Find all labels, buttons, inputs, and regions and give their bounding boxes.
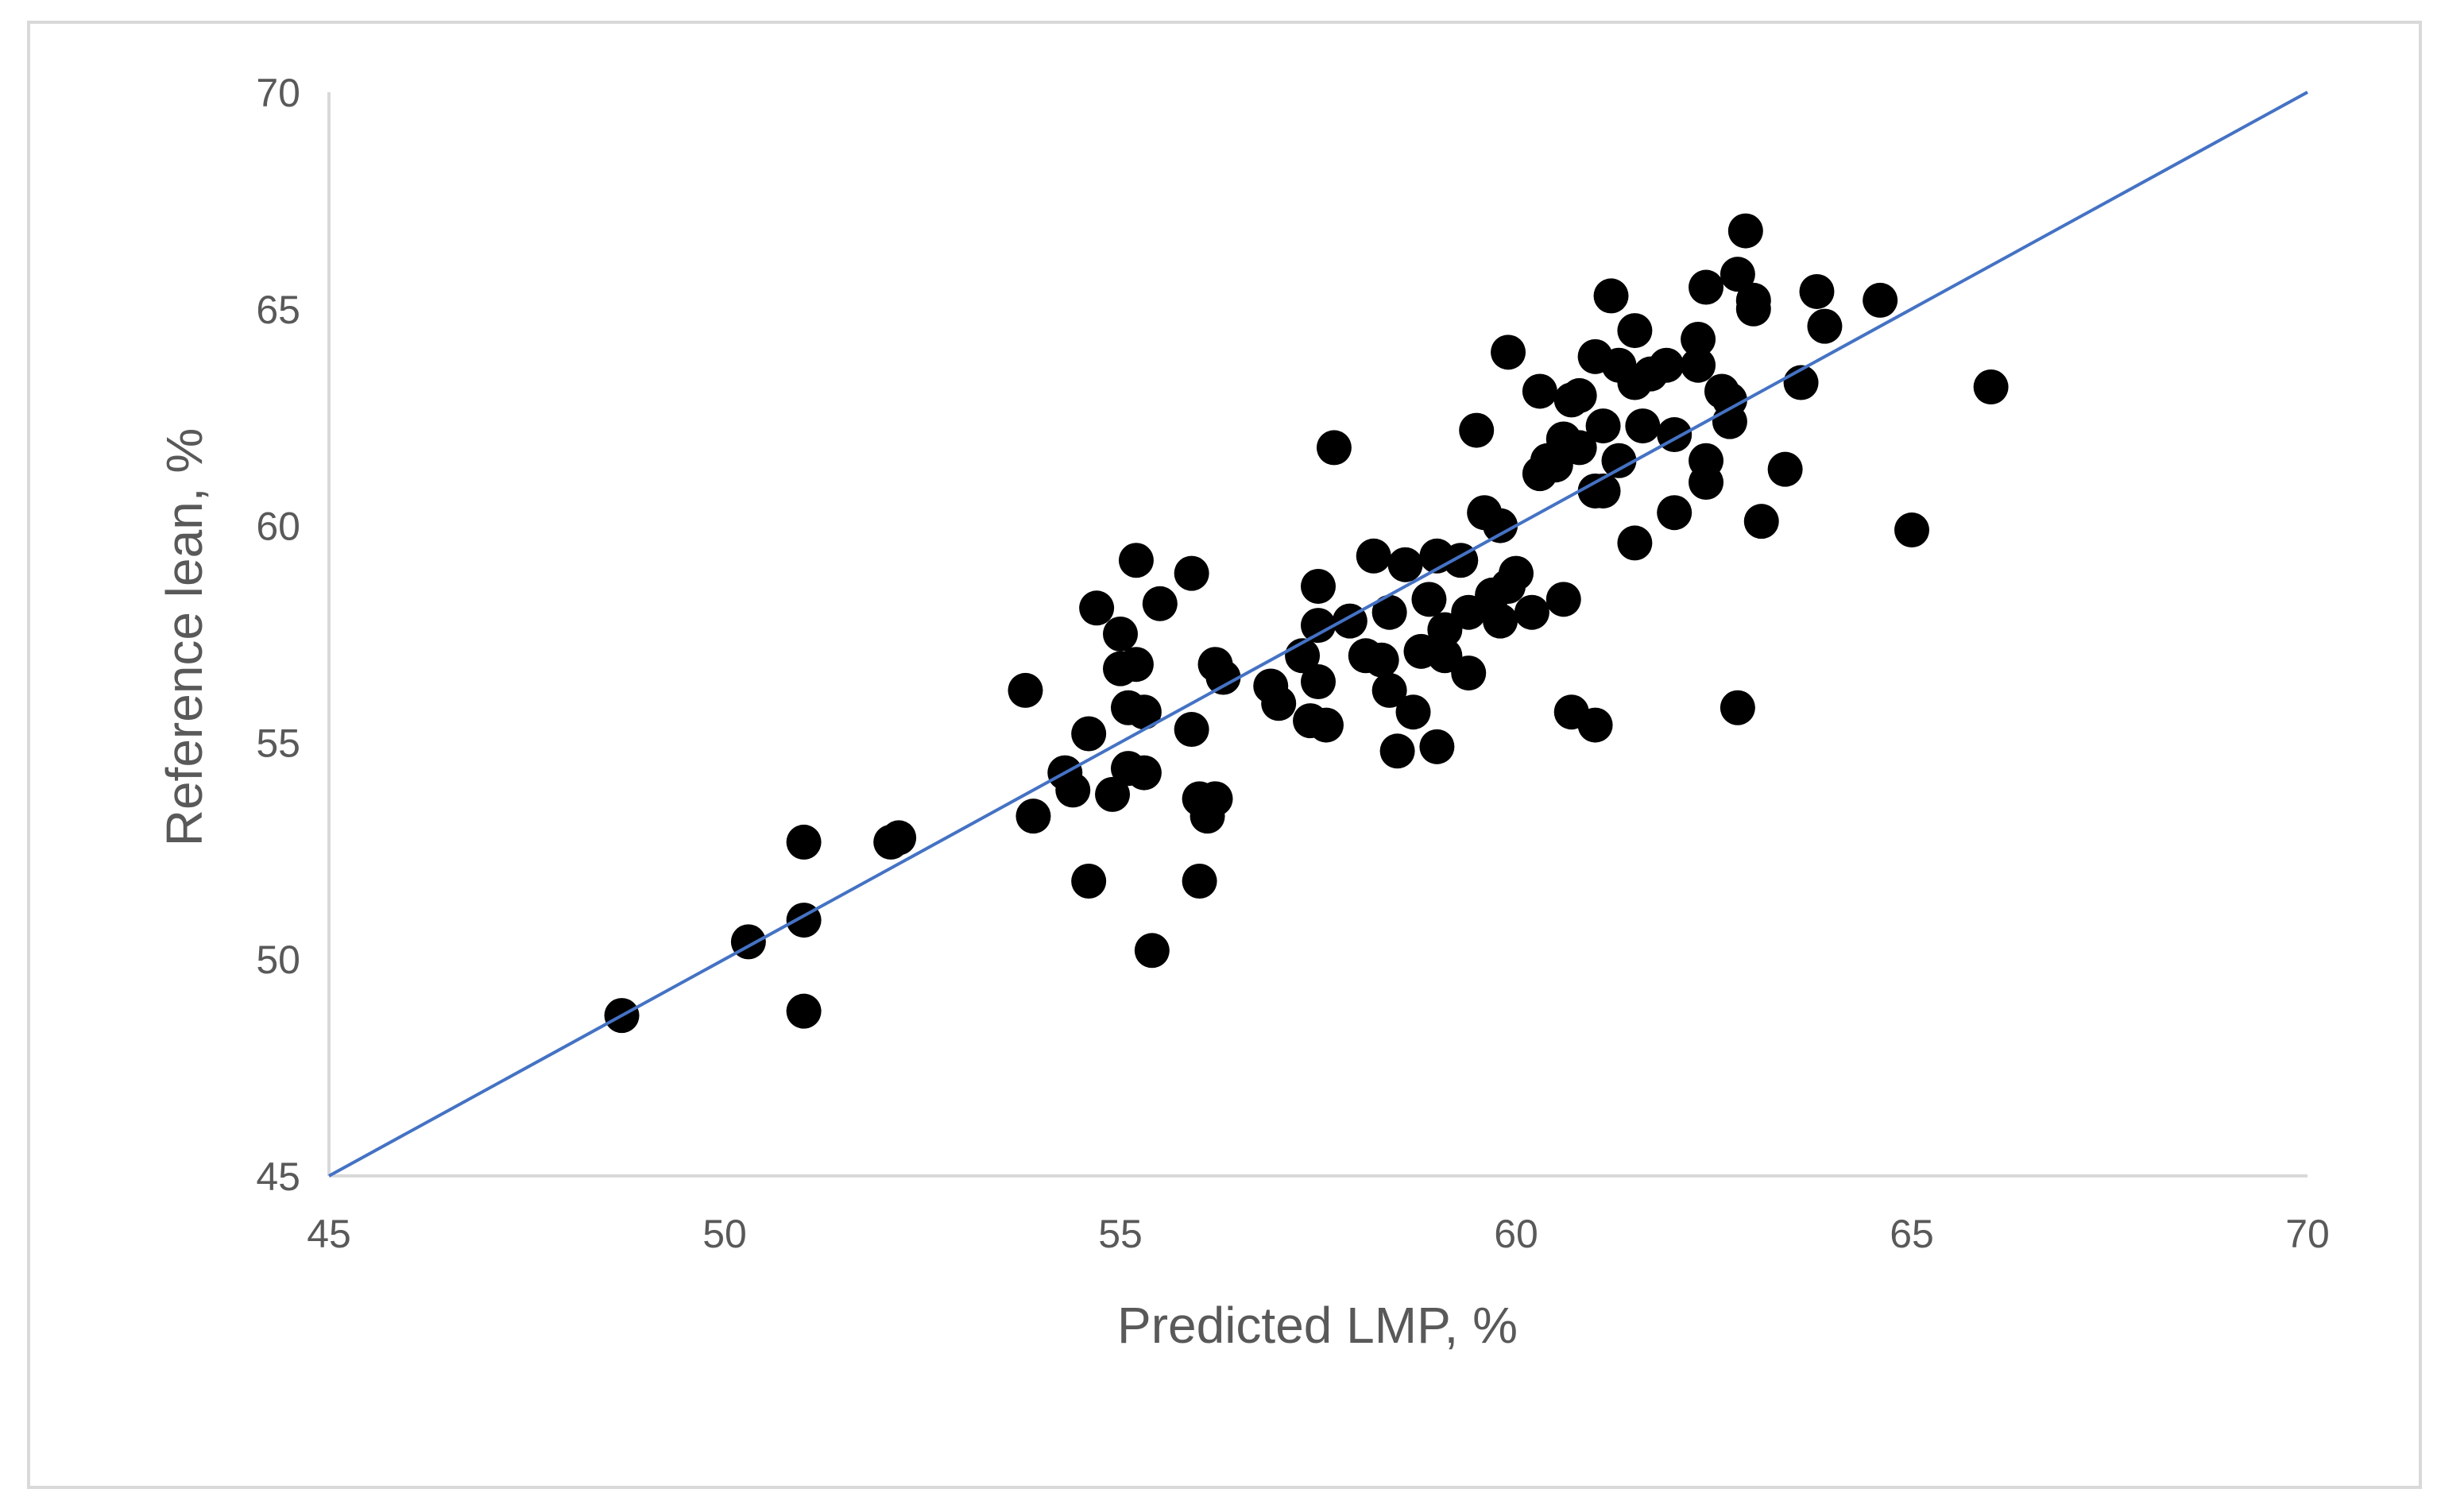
data-point <box>1593 278 1629 314</box>
data-point <box>1301 664 1336 700</box>
data-point <box>1522 373 1557 409</box>
data-point <box>1499 555 1534 591</box>
reference-line <box>328 91 2308 1178</box>
x-axis-title: Predicted LMP, % <box>1117 1297 1518 1354</box>
data-point <box>1681 347 1716 383</box>
data-point <box>1807 308 1843 344</box>
data-point <box>1735 282 1771 318</box>
data-point <box>1617 525 1653 561</box>
y-tick-labels: 45 50 55 60 65 70 <box>256 71 300 1199</box>
data-point <box>1657 495 1692 531</box>
data-point <box>1459 412 1495 448</box>
data-point <box>1973 369 2009 405</box>
data-point <box>1863 282 1898 318</box>
data-point <box>1720 690 1755 725</box>
data-point <box>1483 508 1518 543</box>
x-tick-label: 65 <box>1890 1212 1934 1256</box>
data-point <box>1483 603 1518 639</box>
y-tick-label: 65 <box>256 288 300 332</box>
data-point <box>1174 555 1209 591</box>
data-point <box>1743 504 1779 539</box>
data-point <box>1601 443 1637 478</box>
data-point <box>1174 712 1209 748</box>
data-point <box>1364 642 1399 678</box>
chart-area: 45 50 55 60 65 70 45 50 55 60 65 70 Predicted LMP,… <box>27 21 2422 1489</box>
data-point <box>1585 408 1621 444</box>
data-point <box>1197 781 1233 817</box>
data-point <box>1545 582 1581 617</box>
data-point <box>1371 672 1407 708</box>
data-point <box>1681 321 1716 357</box>
x-tick-label: 70 <box>2285 1212 2330 1256</box>
data-point <box>1308 707 1344 743</box>
x-tick-label: 45 <box>307 1212 351 1256</box>
data-point <box>1356 538 1391 574</box>
data-point <box>786 993 822 1029</box>
y-tick-label: 45 <box>256 1154 300 1199</box>
data-point <box>1395 694 1431 730</box>
scatter-plot: 45 50 55 60 65 70 45 50 55 60 65 70 Predicted LMP,… <box>156 71 2330 1354</box>
data-point <box>1727 213 1763 249</box>
data-point <box>1419 729 1455 764</box>
y-tick-label: 60 <box>256 505 300 549</box>
data-point <box>1182 863 1217 899</box>
y-tick-label: 50 <box>256 938 300 982</box>
data-point <box>1767 451 1803 487</box>
data-point <box>1689 269 1724 305</box>
data-point <box>1301 608 1336 644</box>
data-point <box>1071 716 1107 752</box>
data-point <box>1561 430 1597 466</box>
data-point <box>1491 334 1526 370</box>
data-point <box>1071 863 1107 899</box>
y-tick-label: 70 <box>256 71 300 115</box>
data-point <box>1649 347 1685 383</box>
data-point <box>1126 755 1162 791</box>
data-point <box>1316 430 1352 466</box>
data-point <box>1379 733 1415 769</box>
data-point <box>1451 655 1487 691</box>
data-point <box>1371 594 1407 630</box>
data-point <box>1720 257 1755 292</box>
data-point <box>1205 659 1241 695</box>
data-point <box>1079 590 1115 626</box>
y-tick-label: 55 <box>256 721 300 765</box>
data-point <box>1118 647 1154 683</box>
data-point <box>786 824 822 860</box>
data-point <box>1387 547 1423 582</box>
x-tick-labels: 45 50 55 60 65 70 <box>307 1212 2330 1256</box>
data-point <box>1142 586 1178 621</box>
data-point <box>1799 273 1835 309</box>
data-point <box>1008 672 1043 708</box>
data-point <box>881 820 917 856</box>
data-point <box>1015 799 1051 834</box>
data-point <box>1514 594 1549 630</box>
data-point <box>1617 313 1653 349</box>
x-tick-label: 55 <box>1098 1212 1143 1256</box>
data-point <box>1894 512 1929 548</box>
x-tick-label: 60 <box>1494 1212 1538 1256</box>
data-point <box>1561 377 1597 413</box>
data-point <box>1118 543 1154 578</box>
data-point <box>1689 465 1724 501</box>
data-point <box>1134 933 1170 969</box>
data-point <box>1301 568 1336 604</box>
data-points <box>604 213 2009 1034</box>
data-point <box>1625 408 1661 444</box>
data-point <box>1577 707 1613 743</box>
data-point <box>1126 694 1162 730</box>
data-point <box>1411 582 1447 617</box>
x-tick-label: 50 <box>702 1212 747 1256</box>
data-point <box>1055 772 1091 808</box>
y-axis-title: Reference lean, % <box>156 428 213 847</box>
data-point <box>1103 617 1138 652</box>
data-point <box>1261 686 1297 721</box>
data-point <box>1095 776 1131 812</box>
